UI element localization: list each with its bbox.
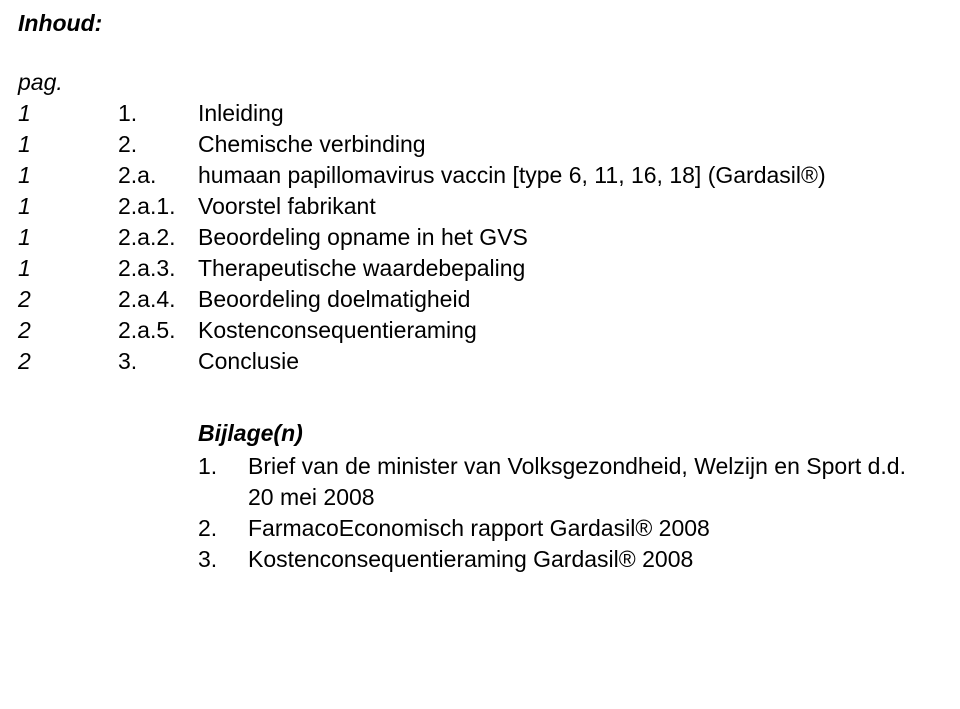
toc-num: 2.a.3.	[118, 253, 198, 284]
toc-num: 2.a.1.	[118, 191, 198, 222]
toc-header-row: pag.	[18, 67, 920, 98]
toc-text: Chemische verbinding	[198, 129, 920, 160]
toc-page: 2	[18, 346, 118, 377]
toc-page: 1	[18, 160, 118, 191]
toc-text: Voorstel fabrikant	[198, 191, 920, 222]
toc-text: Kostenconsequentieraming	[198, 315, 920, 346]
toc-row: 1 2.a. humaan papillomavirus vaccin [typ…	[18, 160, 920, 191]
toc-row: 1 2. Chemische verbinding	[18, 129, 920, 160]
toc-row: 1 2.a.1. Voorstel fabrikant	[18, 191, 920, 222]
attachment-text: FarmacoEconomisch rapport Gardasil® 2008	[248, 513, 920, 544]
toc-num: 2.a.4.	[118, 284, 198, 315]
toc-row: 1 2.a.2. Beoordeling opname in het GVS	[18, 222, 920, 253]
page-title: Inhoud:	[18, 8, 920, 39]
toc-row: 2 3. Conclusie	[18, 346, 920, 377]
toc-text: Beoordeling opname in het GVS	[198, 222, 920, 253]
attachment-row: 3. Kostenconsequentieraming Gardasil® 20…	[198, 544, 920, 575]
toc-page: 1	[18, 253, 118, 284]
toc-row: 2 2.a.4. Beoordeling doelmatigheid	[18, 284, 920, 315]
toc-page: 1	[18, 191, 118, 222]
toc-num: 2.a.2.	[118, 222, 198, 253]
toc-num: 2.	[118, 129, 198, 160]
toc-page: 1	[18, 222, 118, 253]
toc-text: Beoordeling doelmatigheid	[198, 284, 920, 315]
toc-row: 1 1. Inleiding	[18, 98, 920, 129]
toc-row: 1 2.a.3. Therapeutische waardebepaling	[18, 253, 920, 284]
toc-page: 1	[18, 129, 118, 160]
toc-text: Conclusie	[198, 346, 920, 377]
pag-label: pag.	[18, 67, 118, 98]
toc-text: Therapeutische waardebepaling	[198, 253, 920, 284]
toc-header-text	[198, 67, 920, 98]
attachment-text: Brief van de minister van Volksgezondhei…	[248, 451, 920, 513]
attachment-row: 1. Brief van de minister van Volksgezond…	[198, 451, 920, 513]
toc-num: 2.a.5.	[118, 315, 198, 346]
toc-page: 1	[18, 98, 118, 129]
attachment-num: 3.	[198, 544, 248, 575]
attachment-num: 1.	[198, 451, 248, 513]
attachments-heading: Bijlage(n)	[198, 418, 920, 449]
toc-text: Inleiding	[198, 98, 920, 129]
toc-num: 2.a.	[118, 160, 198, 191]
toc-header-num	[118, 67, 198, 98]
toc-num: 1.	[118, 98, 198, 129]
toc-block: pag. 1 1. Inleiding 1 2. Chemische verbi…	[18, 67, 920, 377]
toc-page: 2	[18, 315, 118, 346]
toc-text: humaan papillomavirus vaccin [type 6, 11…	[198, 160, 920, 191]
attachment-row: 2. FarmacoEconomisch rapport Gardasil® 2…	[198, 513, 920, 544]
document-page: Inhoud: pag. 1 1. Inleiding 1 2. Chemisc…	[0, 0, 960, 575]
toc-page: 2	[18, 284, 118, 315]
attachments-block: Bijlage(n) 1. Brief van de minister van …	[198, 418, 920, 575]
attachment-num: 2.	[198, 513, 248, 544]
attachment-text: Kostenconsequentieraming Gardasil® 2008	[248, 544, 920, 575]
toc-num: 3.	[118, 346, 198, 377]
toc-row: 2 2.a.5. Kostenconsequentieraming	[18, 315, 920, 346]
